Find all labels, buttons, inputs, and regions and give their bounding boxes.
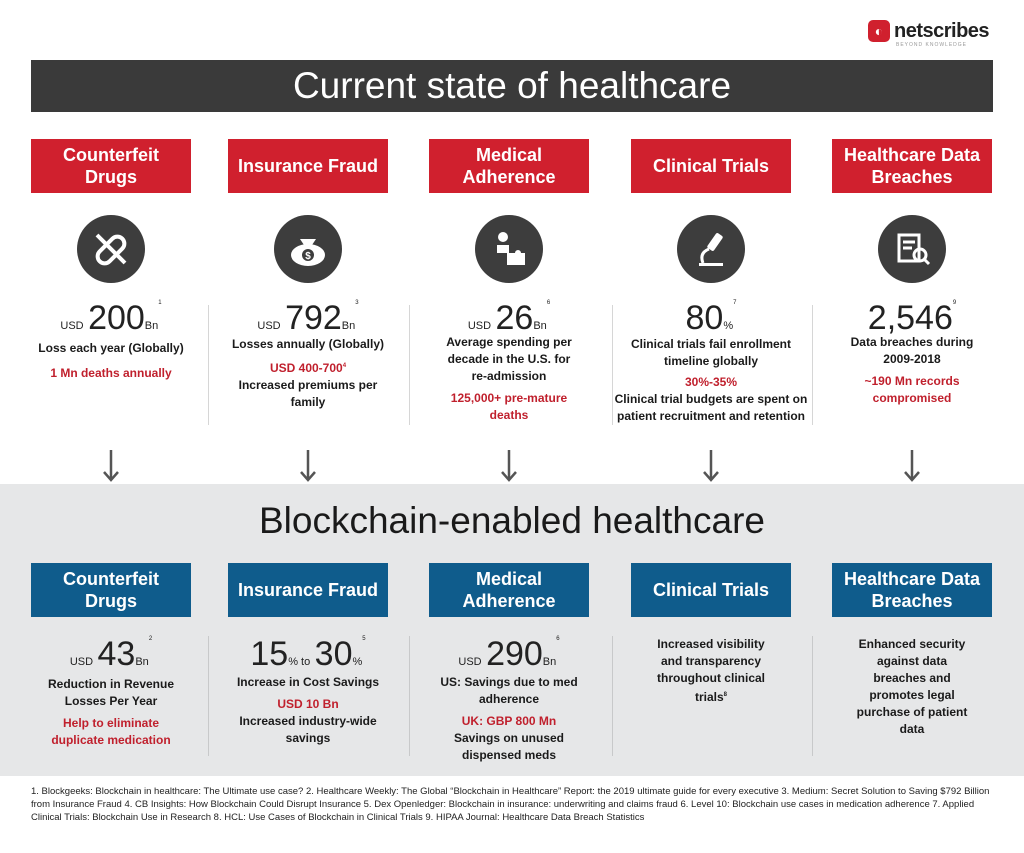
- bottom-stat-insurance: 15% to 30%5: [250, 635, 366, 673]
- top-banner-title: Current state of healthcare: [31, 60, 993, 112]
- svg-text:$: $: [305, 251, 311, 262]
- bottom-stat-adherence: USD 290Bn6: [458, 635, 560, 673]
- logo-text: netscribes: [894, 20, 990, 42]
- top-desc-clinical: Clinical trials fail enrollment timeline…: [614, 337, 808, 423]
- bottom-heading-insurance-fraud: Insurance Fraud: [228, 563, 388, 617]
- down-arrow-icon: [501, 450, 517, 482]
- bottom-divider-4: [812, 636, 813, 756]
- top-heading-medical-adherence: Medical Adherence: [429, 139, 589, 193]
- bottom-heading-medical-adherence: Medical Adherence: [429, 563, 589, 617]
- bottom-divider-1: [208, 636, 209, 756]
- top-stat-adherence: USD 26Bn6: [467, 299, 551, 337]
- bottom-heading-data-breaches: Healthcare Data Breaches: [832, 563, 992, 617]
- top-divider-2: [409, 305, 410, 425]
- down-arrow-icon: [703, 450, 719, 482]
- logo-mark-icon: ◐: [868, 20, 890, 42]
- top-heading-clinical-trials: Clinical Trials: [631, 139, 791, 193]
- bottom-desc-counterfeit: Reduction in Revenue Losses Per Year Hel…: [47, 677, 175, 747]
- top-desc-adherence: Average spending per decade in the U.S. …: [446, 335, 572, 422]
- top-stat-clinical: 80%7: [685, 299, 737, 337]
- bottom-heading-clinical-trials: Clinical Trials: [631, 563, 791, 617]
- top-desc-counterfeit: Loss each year (Globally) 1 Mn deaths an…: [38, 341, 184, 380]
- bottom-desc-adherence: US: Savings due to med adherence UK: GBP…: [440, 675, 578, 762]
- bottom-desc-clinical: Increased visibility and transparency th…: [657, 637, 765, 704]
- top-heading-counterfeit-drugs: Counterfeit Drugs: [31, 139, 191, 193]
- top-desc-breaches: Data breaches during 2009-2018 ~190 Mn r…: [850, 335, 974, 405]
- bottom-desc-insurance: Increase in Cost Savings USD 10 Bn Incre…: [236, 675, 380, 745]
- top-heading-insurance-fraud: Insurance Fraud: [228, 139, 388, 193]
- document-search-icon: [878, 215, 946, 283]
- top-stat-insurance: USD 792Bn3: [257, 299, 359, 337]
- down-arrow-icon: [300, 450, 316, 482]
- down-arrow-icon: [904, 450, 920, 482]
- top-divider-3: [612, 305, 613, 425]
- money-bag-icon: $: [274, 215, 342, 283]
- down-arrow-icon: [103, 450, 119, 482]
- references-footnote: 1. Blockgeeks: Blockchain in healthcare:…: [31, 786, 990, 823]
- blockchain-section-title: Blockchain-enabled healthcare: [258, 500, 765, 541]
- microscope-icon: [677, 215, 745, 283]
- netscribes-logo: ◐ netscribes BEYOND KNOWLEDGE: [868, 16, 1008, 48]
- top-divider-4: [812, 305, 813, 425]
- top-stat-counterfeit: USD 200Bn1: [60, 299, 162, 337]
- puzzle-person-icon: [475, 215, 543, 283]
- top-heading-data-breaches: Healthcare Data Breaches: [832, 139, 992, 193]
- bottom-stat-counterfeit: USD 43Bn2: [69, 635, 153, 673]
- top-desc-insurance: Losses annually (Globally) USD 400-7004 …: [231, 337, 385, 409]
- blockchain-section-background: [0, 484, 1024, 776]
- pill-crossed-icon: [77, 215, 145, 283]
- top-stat-breaches: 2,5469: [867, 299, 957, 337]
- bottom-heading-counterfeit-drugs: Counterfeit Drugs: [31, 563, 191, 617]
- bottom-divider-3: [612, 636, 613, 756]
- top-divider-1: [208, 305, 209, 425]
- bottom-divider-2: [409, 636, 410, 756]
- bottom-desc-breaches: Enhanced security against data breaches …: [856, 637, 968, 736]
- logo-tagline: BEYOND KNOWLEDGE: [896, 42, 968, 48]
